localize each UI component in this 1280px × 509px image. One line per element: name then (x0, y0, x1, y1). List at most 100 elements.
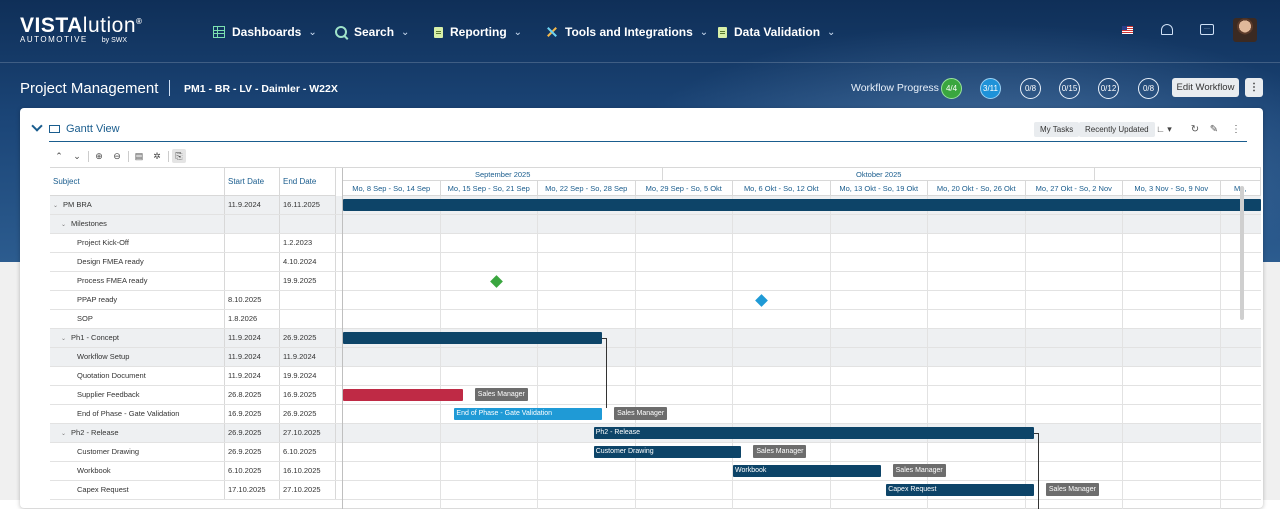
gantt-bar[interactable]: Capex Request (886, 484, 1034, 496)
workflow-step-1[interactable]: 4/4 (941, 78, 962, 99)
zoom-in-icon[interactable]: ⊕ (95, 151, 103, 161)
table-row[interactable]: Quotation Document 11.9.2024 19.9.2024 (50, 367, 1261, 386)
table-row[interactable]: Project Kick-Off 1.2.2023 (50, 234, 1261, 253)
critical-path-icon[interactable]: ✲ (153, 151, 161, 161)
fit-icon[interactable]: ▤ (134, 151, 144, 161)
subject-cell[interactable]: ⌄ PM BRA (50, 196, 225, 214)
start-date-cell[interactable] (225, 215, 280, 233)
workflow-step-5[interactable]: 0/12 (1098, 78, 1119, 99)
start-date-cell[interactable]: 16.9.2025 (225, 405, 280, 423)
end-date-cell[interactable]: 27.10.2025 (280, 424, 336, 442)
table-row[interactable]: Supplier Feedback 26.8.2025 16.9.2025 (50, 386, 1261, 405)
export-icon[interactable]: ⎘ (172, 149, 186, 163)
workflow-step-4[interactable]: 0/15 (1059, 78, 1080, 99)
table-row[interactable]: PPAP ready 8.10.2025 (50, 291, 1261, 310)
assignee-badge[interactable]: Sales Manager (1045, 483, 1099, 496)
subject-cell[interactable]: ⌄ Ph1 - Concept (50, 329, 225, 347)
gantt-bar[interactable] (343, 389, 463, 401)
end-date-cell[interactable] (280, 291, 336, 309)
user-avatar[interactable] (1233, 18, 1257, 42)
kebab-menu-icon[interactable]: ⋮ (1231, 124, 1241, 135)
subject-cell[interactable]: Process FMEA ready (50, 272, 225, 290)
workflow-step-6[interactable]: 0/8 (1138, 78, 1159, 99)
nav-search[interactable]: Search ⌄ (335, 22, 409, 42)
workflow-step-2[interactable]: 3/11 (980, 78, 1001, 99)
subject-cell[interactable]: PPAP ready (50, 291, 225, 309)
chart-type-dropdown[interactable]: ∟ ▾ (1156, 124, 1172, 134)
assignee-badge[interactable]: Sales Manager (753, 445, 807, 458)
subject-cell[interactable]: Supplier Feedback (50, 386, 225, 404)
start-date-cell[interactable] (225, 253, 280, 271)
end-date-cell[interactable]: 26.9.2025 (280, 329, 336, 347)
start-date-cell[interactable]: 17.10.2025 (225, 481, 280, 499)
expand-toggle-icon[interactable]: ⌄ (61, 336, 67, 342)
subject-cell[interactable]: Design FMEA ready (50, 253, 225, 271)
start-date-cell[interactable]: 6.10.2025 (225, 462, 280, 480)
more-options-button[interactable]: ⋮ (1245, 78, 1263, 97)
chat-icon[interactable]: ··· (1200, 24, 1214, 35)
subject-cell[interactable]: ⌄ Milestones (50, 215, 225, 233)
gantt-bar[interactable]: Workbook (733, 465, 881, 477)
column-header-subject[interactable]: Subject (50, 168, 225, 196)
table-row[interactable]: Workbook 6.10.2025 16.10.2025 (50, 462, 1261, 481)
start-date-cell[interactable] (225, 272, 280, 290)
table-row[interactable]: Customer Drawing 26.9.2025 6.10.2025 (50, 443, 1261, 462)
gantt-bar[interactable]: Ph2 - Release (593, 427, 1034, 439)
subject-cell[interactable]: ⌄ Ph2 - Release (50, 424, 225, 442)
refresh-icon[interactable]: ↻ (1190, 124, 1200, 135)
end-date-cell[interactable]: 26.9.2025 (280, 405, 336, 423)
assignee-badge[interactable]: Sales Manager (474, 388, 528, 401)
subject-cell[interactable]: End of Phase - Gate Validation (50, 405, 225, 423)
grid-timeline-divider[interactable] (342, 168, 343, 509)
subject-cell[interactable]: Capex Request (50, 481, 225, 499)
gantt-bar[interactable] (343, 199, 1261, 211)
end-date-cell[interactable]: 19.9.2024 (280, 367, 336, 385)
start-date-cell[interactable]: 11.9.2024 (225, 367, 280, 385)
edit-icon[interactable]: ✎ (1209, 124, 1219, 135)
nav-dashboards[interactable]: Dashboards ⌄ (213, 22, 317, 42)
end-date-cell[interactable]: 19.9.2025 (280, 272, 336, 290)
my-tasks-button[interactable]: My Tasks (1034, 122, 1080, 137)
end-date-cell[interactable] (280, 310, 336, 328)
gantt-bar[interactable] (343, 332, 603, 344)
bell-icon[interactable] (1161, 24, 1173, 35)
subject-cell[interactable]: Workflow Setup (50, 348, 225, 366)
subject-cell[interactable]: Customer Drawing (50, 443, 225, 461)
milestone-diamond[interactable] (754, 294, 768, 307)
zoom-out-icon[interactable]: ⊖ (113, 151, 121, 161)
subject-cell[interactable]: Quotation Document (50, 367, 225, 385)
nav-data-validation[interactable]: Data Validation ⌄ (718, 22, 835, 42)
table-row[interactable]: Workflow Setup 11.9.2024 11.9.2024 (50, 348, 1261, 367)
start-date-cell[interactable]: 11.9.2024 (225, 196, 280, 214)
assignee-badge[interactable]: Sales Manager (614, 407, 668, 420)
edit-workflow-button[interactable]: Edit Workflow (1172, 78, 1239, 97)
expand-all-icon[interactable]: ⌄ (73, 151, 81, 161)
end-date-cell[interactable]: 16.10.2025 (280, 462, 336, 480)
start-date-cell[interactable]: 11.9.2024 (225, 348, 280, 366)
collapse-all-icon[interactable]: ⌃ (55, 151, 63, 161)
nav-reporting[interactable]: Reporting ⌄ (434, 22, 522, 42)
gantt-bar[interactable]: Customer Drawing (593, 446, 742, 458)
end-date-cell[interactable]: 11.9.2024 (280, 348, 336, 366)
milestone-diamond[interactable] (490, 275, 504, 288)
table-row[interactable]: End of Phase - Gate Validation 16.9.2025 2… (50, 405, 1261, 424)
end-date-cell[interactable] (280, 215, 336, 233)
us-flag-icon[interactable] (1122, 26, 1133, 34)
column-header-start-date[interactable]: Start Date (225, 168, 280, 196)
expand-toggle-icon[interactable]: ⌄ (61, 431, 67, 437)
start-date-cell[interactable]: 11.9.2024 (225, 329, 280, 347)
start-date-cell[interactable]: 26.9.2025 (225, 443, 280, 461)
subject-cell[interactable]: Project Kick-Off (50, 234, 225, 252)
start-date-cell[interactable] (225, 234, 280, 252)
end-date-cell[interactable]: 16.11.2025 (280, 196, 336, 214)
table-row[interactable]: Process FMEA ready 19.9.2025 (50, 272, 1261, 291)
recently-updated-button[interactable]: Recently Updated (1079, 122, 1155, 137)
start-date-cell[interactable]: 26.8.2025 (225, 386, 280, 404)
subject-cell[interactable]: SOP (50, 310, 225, 328)
start-date-cell[interactable]: 26.9.2025 (225, 424, 280, 442)
table-row[interactable]: Design FMEA ready 4.10.2024 (50, 253, 1261, 272)
assignee-badge[interactable]: Sales Manager (892, 464, 946, 477)
collapse-chevron-icon[interactable] (31, 120, 43, 132)
subject-cell[interactable]: Workbook (50, 462, 225, 480)
end-date-cell[interactable]: 27.10.2025 (280, 481, 336, 499)
